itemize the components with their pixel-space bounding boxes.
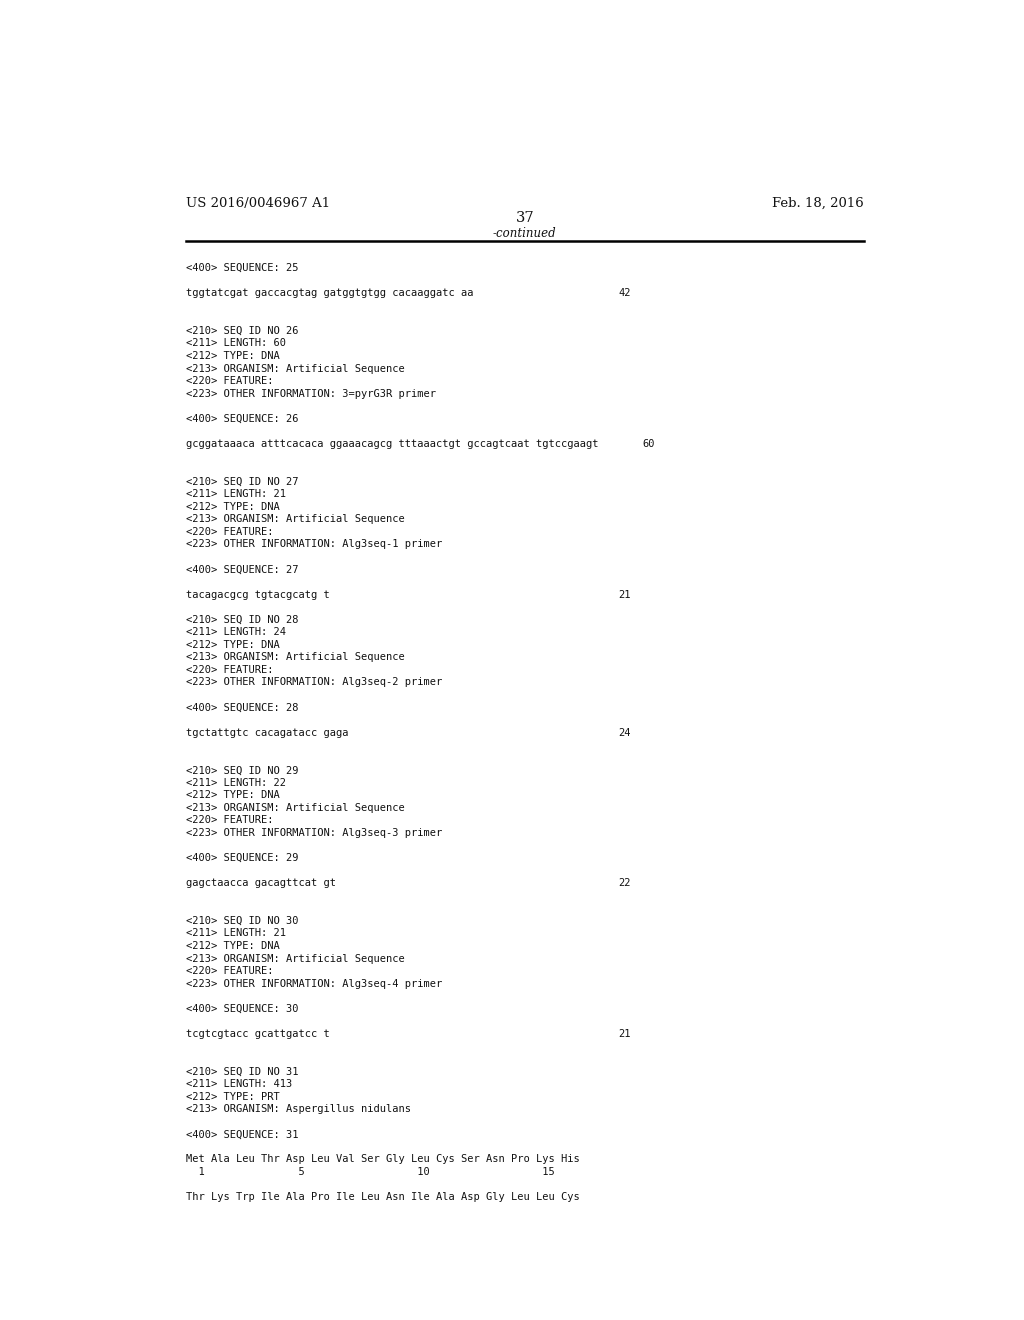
Text: <211> LENGTH: 21: <211> LENGTH: 21 xyxy=(186,928,286,939)
Text: gcggataaaca atttcacaca ggaaacagcg tttaaactgt gccagtcaat tgtccgaagt: gcggataaaca atttcacaca ggaaacagcg tttaaa… xyxy=(186,440,598,449)
Text: <213> ORGANISM: Artificial Sequence: <213> ORGANISM: Artificial Sequence xyxy=(186,953,404,964)
Text: <211> LENGTH: 413: <211> LENGTH: 413 xyxy=(186,1078,292,1089)
Text: <210> SEQ ID NO 31: <210> SEQ ID NO 31 xyxy=(186,1067,298,1077)
Text: <211> LENGTH: 21: <211> LENGTH: 21 xyxy=(186,490,286,499)
Text: 22: 22 xyxy=(618,878,631,888)
Text: <212> TYPE: DNA: <212> TYPE: DNA xyxy=(186,351,280,362)
Text: US 2016/0046967 A1: US 2016/0046967 A1 xyxy=(186,197,330,210)
Text: <210> SEQ ID NO 30: <210> SEQ ID NO 30 xyxy=(186,916,298,925)
Text: <210> SEQ ID NO 28: <210> SEQ ID NO 28 xyxy=(186,615,298,624)
Text: <223> OTHER INFORMATION: Alg3seq-4 primer: <223> OTHER INFORMATION: Alg3seq-4 prime… xyxy=(186,978,442,989)
Text: 21: 21 xyxy=(618,590,631,599)
Text: <223> OTHER INFORMATION: 3=pyrG3R primer: <223> OTHER INFORMATION: 3=pyrG3R primer xyxy=(186,388,436,399)
Text: <212> TYPE: PRT: <212> TYPE: PRT xyxy=(186,1092,280,1102)
Text: 24: 24 xyxy=(618,727,631,738)
Text: <213> ORGANISM: Artificial Sequence: <213> ORGANISM: Artificial Sequence xyxy=(186,363,404,374)
Text: gagctaacca gacagttcat gt: gagctaacca gacagttcat gt xyxy=(186,878,336,888)
Text: <400> SEQUENCE: 30: <400> SEQUENCE: 30 xyxy=(186,1003,298,1014)
Text: <223> OTHER INFORMATION: Alg3seq-3 primer: <223> OTHER INFORMATION: Alg3seq-3 prime… xyxy=(186,828,442,838)
Text: <212> TYPE: DNA: <212> TYPE: DNA xyxy=(186,502,280,512)
Text: <212> TYPE: DNA: <212> TYPE: DNA xyxy=(186,640,280,649)
Text: <400> SEQUENCE: 31: <400> SEQUENCE: 31 xyxy=(186,1130,298,1139)
Text: -continued: -continued xyxy=(493,227,557,240)
Text: 60: 60 xyxy=(642,440,654,449)
Text: Feb. 18, 2016: Feb. 18, 2016 xyxy=(772,197,863,210)
Text: <213> ORGANISM: Artificial Sequence: <213> ORGANISM: Artificial Sequence xyxy=(186,652,404,663)
Text: <213> ORGANISM: Artificial Sequence: <213> ORGANISM: Artificial Sequence xyxy=(186,803,404,813)
Text: tacagacgcg tgtacgcatg t: tacagacgcg tgtacgcatg t xyxy=(186,590,330,599)
Text: <210> SEQ ID NO 29: <210> SEQ ID NO 29 xyxy=(186,766,298,775)
Text: <400> SEQUENCE: 29: <400> SEQUENCE: 29 xyxy=(186,853,298,863)
Text: tgctattgtc cacagatacc gaga: tgctattgtc cacagatacc gaga xyxy=(186,727,348,738)
Text: <400> SEQUENCE: 25: <400> SEQUENCE: 25 xyxy=(186,263,298,273)
Text: <213> ORGANISM: Artificial Sequence: <213> ORGANISM: Artificial Sequence xyxy=(186,515,404,524)
Text: <212> TYPE: DNA: <212> TYPE: DNA xyxy=(186,941,280,950)
Text: <220> FEATURE:: <220> FEATURE: xyxy=(186,376,273,387)
Text: <211> LENGTH: 60: <211> LENGTH: 60 xyxy=(186,338,286,348)
Text: <211> LENGTH: 24: <211> LENGTH: 24 xyxy=(186,627,286,638)
Text: <220> FEATURE:: <220> FEATURE: xyxy=(186,816,273,825)
Text: <213> ORGANISM: Aspergillus nidulans: <213> ORGANISM: Aspergillus nidulans xyxy=(186,1105,411,1114)
Text: 1               5                  10                  15: 1 5 10 15 xyxy=(186,1167,555,1177)
Text: 21: 21 xyxy=(618,1028,631,1039)
Text: 37: 37 xyxy=(515,211,535,224)
Text: <220> FEATURE:: <220> FEATURE: xyxy=(186,665,273,675)
Text: <223> OTHER INFORMATION: Alg3seq-1 primer: <223> OTHER INFORMATION: Alg3seq-1 prime… xyxy=(186,540,442,549)
Text: <211> LENGTH: 22: <211> LENGTH: 22 xyxy=(186,777,286,788)
Text: tggtatcgat gaccacgtag gatggtgtgg cacaaggatc aa: tggtatcgat gaccacgtag gatggtgtgg cacaagg… xyxy=(186,288,473,298)
Text: <400> SEQUENCE: 27: <400> SEQUENCE: 27 xyxy=(186,565,298,574)
Text: <210> SEQ ID NO 27: <210> SEQ ID NO 27 xyxy=(186,477,298,487)
Text: Met Ala Leu Thr Asp Leu Val Ser Gly Leu Cys Ser Asn Pro Lys His: Met Ala Leu Thr Asp Leu Val Ser Gly Leu … xyxy=(186,1155,580,1164)
Text: <212> TYPE: DNA: <212> TYPE: DNA xyxy=(186,791,280,800)
Text: Thr Lys Trp Ile Ala Pro Ile Leu Asn Ile Ala Asp Gly Leu Leu Cys: Thr Lys Trp Ile Ala Pro Ile Leu Asn Ile … xyxy=(186,1192,580,1203)
Text: <223> OTHER INFORMATION: Alg3seq-2 primer: <223> OTHER INFORMATION: Alg3seq-2 prime… xyxy=(186,677,442,688)
Text: 42: 42 xyxy=(618,288,631,298)
Text: <400> SEQUENCE: 26: <400> SEQUENCE: 26 xyxy=(186,413,298,424)
Text: <220> FEATURE:: <220> FEATURE: xyxy=(186,527,273,537)
Text: <220> FEATURE:: <220> FEATURE: xyxy=(186,966,273,975)
Text: <210> SEQ ID NO 26: <210> SEQ ID NO 26 xyxy=(186,326,298,335)
Text: tcgtcgtacc gcattgatcc t: tcgtcgtacc gcattgatcc t xyxy=(186,1028,330,1039)
Text: <400> SEQUENCE: 28: <400> SEQUENCE: 28 xyxy=(186,702,298,713)
